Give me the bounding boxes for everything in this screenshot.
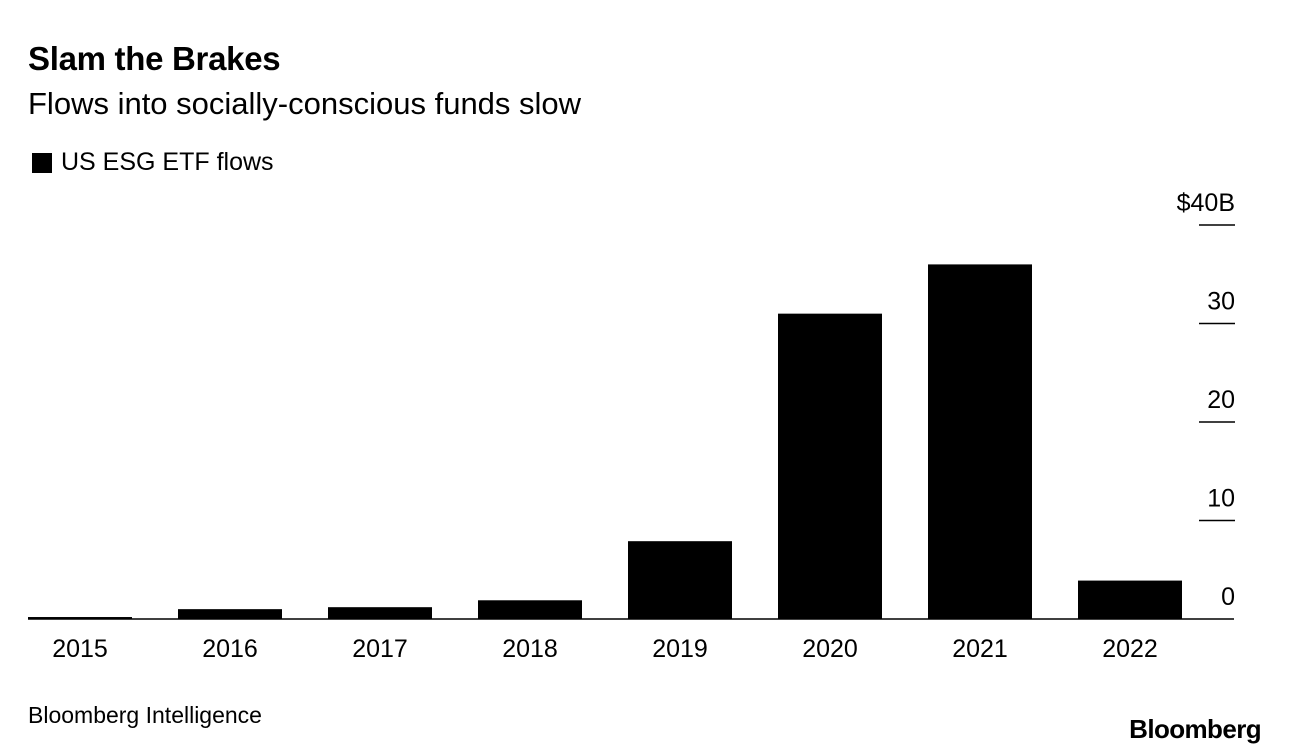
bar-2019 xyxy=(628,541,732,619)
x-tick-label-2020: 2020 xyxy=(802,635,858,663)
chart-subtitle: Flows into socially-conscious funds slow xyxy=(28,86,582,121)
bar-2022 xyxy=(1078,580,1182,619)
bar-2020 xyxy=(778,313,882,619)
y-tick-label-40: $40B xyxy=(1177,189,1235,217)
y-tick-label-10: 10 xyxy=(1207,485,1235,513)
y-axis: 0 10 20 30 $40B xyxy=(1177,189,1235,611)
x-tick-label-2022: 2022 xyxy=(1102,635,1158,663)
x-tick-label-2015: 2015 xyxy=(52,635,108,663)
bar-2021 xyxy=(928,264,1032,619)
bars-group xyxy=(28,264,1182,619)
legend-label: US ESG ETF flows xyxy=(61,148,274,176)
bar-2016 xyxy=(178,609,282,619)
bar-2017 xyxy=(328,607,432,619)
source-note: Bloomberg Intelligence xyxy=(28,702,262,728)
bloomberg-logo: Bloomberg xyxy=(1129,714,1261,744)
x-tick-label-2021: 2021 xyxy=(952,635,1008,663)
bar-2018 xyxy=(478,600,582,619)
y-tick-label-0: 0 xyxy=(1221,583,1235,611)
x-tick-label-2019: 2019 xyxy=(652,635,708,663)
x-axis-labels: 2015 2016 2017 2018 2019 2020 2021 2022 xyxy=(52,635,1158,663)
y-tick-label-30: 30 xyxy=(1207,288,1235,316)
legend-swatch xyxy=(32,152,52,173)
x-tick-label-2018: 2018 xyxy=(502,635,558,663)
chart-title: Slam the Brakes xyxy=(28,40,281,77)
x-tick-label-2016: 2016 xyxy=(202,635,258,663)
bar-2015 xyxy=(28,617,132,619)
x-tick-label-2017: 2017 xyxy=(352,635,408,663)
legend: US ESG ETF flows xyxy=(32,148,274,177)
y-tick-label-20: 20 xyxy=(1207,386,1235,414)
